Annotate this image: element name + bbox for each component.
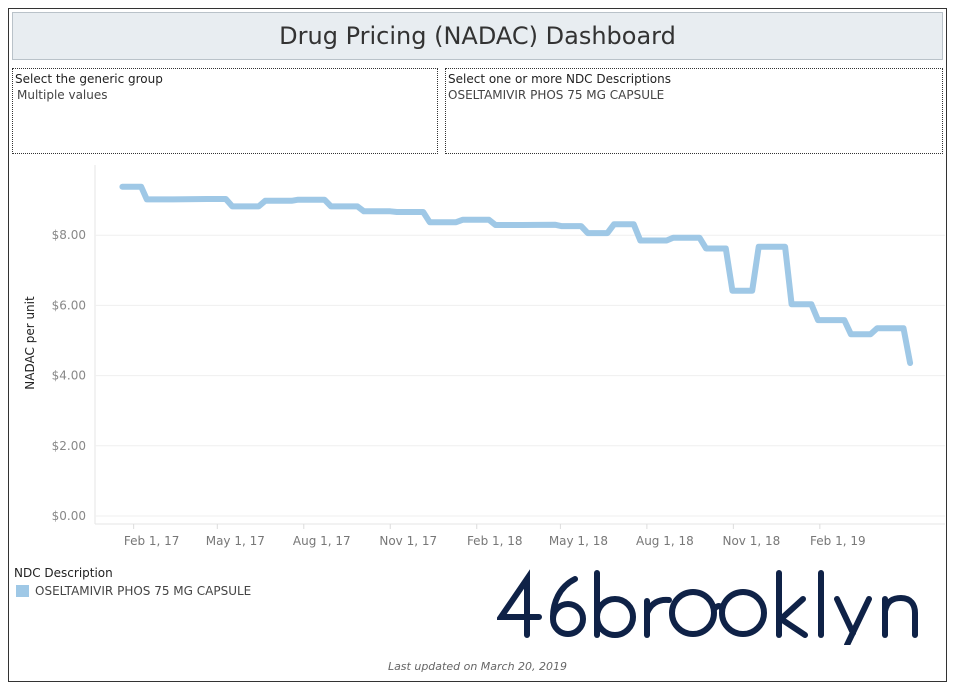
series-line-oseltamivir[interactable] (119, 183, 914, 366)
generic-group-filter-label: Select the generic group (15, 72, 163, 86)
x-tick-label: Feb 1, 17 (124, 534, 180, 548)
generic-group-filter-value[interactable]: Multiple values (17, 88, 108, 102)
ndc-description-filter-label: Select one or more NDC Descriptions (448, 72, 671, 86)
ndc-description-filter[interactable]: Select one or more NDC Descriptions OSEL… (445, 68, 943, 154)
y-tick-label: $4.00 (52, 369, 86, 383)
x-tick-label: Nov 1, 17 (379, 534, 437, 548)
dashboard-title-text: Drug Pricing (NADAC) Dashboard (279, 22, 676, 50)
legend-title: NDC Description (14, 566, 113, 580)
x-tick-label: May 1, 17 (206, 534, 265, 548)
x-tick-label: Aug 1, 17 (293, 534, 351, 548)
legend-item-oseltamivir[interactable]: OSELTAMIVIR PHOS 75 MG CAPSULE (16, 584, 251, 598)
legend-swatch (16, 585, 29, 597)
46brooklyn-logo (497, 569, 918, 645)
x-tick-label: Nov 1, 18 (722, 534, 780, 548)
y-tick-label: $6.00 (52, 298, 86, 312)
y-axis-ticks: $0.00 $2.00 $4.00 $6.00 $8.00 (52, 228, 86, 523)
dashboard-title: Drug Pricing (NADAC) Dashboard (12, 12, 943, 60)
y-axis-label: NADAC per unit (23, 296, 37, 390)
dashboard-frame (8, 8, 947, 682)
y-tick-label: $2.00 (52, 439, 86, 453)
generic-group-filter[interactable]: Select the generic group Multiple values (12, 68, 438, 154)
x-tick-label: Aug 1, 18 (636, 534, 694, 548)
y-tick-label: $8.00 (52, 228, 86, 242)
x-tick-label: Feb 1, 19 (810, 534, 866, 548)
x-tick-label: Feb 1, 18 (467, 534, 523, 548)
legend-item-label: OSELTAMIVIR PHOS 75 MG CAPSULE (35, 584, 252, 598)
chart-gridlines (94, 165, 945, 525)
series-layer (119, 183, 914, 366)
ndc-description-filter-value[interactable]: OSELTAMIVIR PHOS 75 MG CAPSULE (448, 88, 665, 102)
y-tick-label: $0.00 (52, 509, 86, 523)
last-updated-note: Last updated on March 20, 2019 (387, 660, 568, 673)
x-axis-ticks: Feb 1, 17 May 1, 17 Aug 1, 17 Nov 1, 17 Feb … (124, 524, 866, 548)
x-tick-label: May 1, 18 (549, 534, 608, 548)
